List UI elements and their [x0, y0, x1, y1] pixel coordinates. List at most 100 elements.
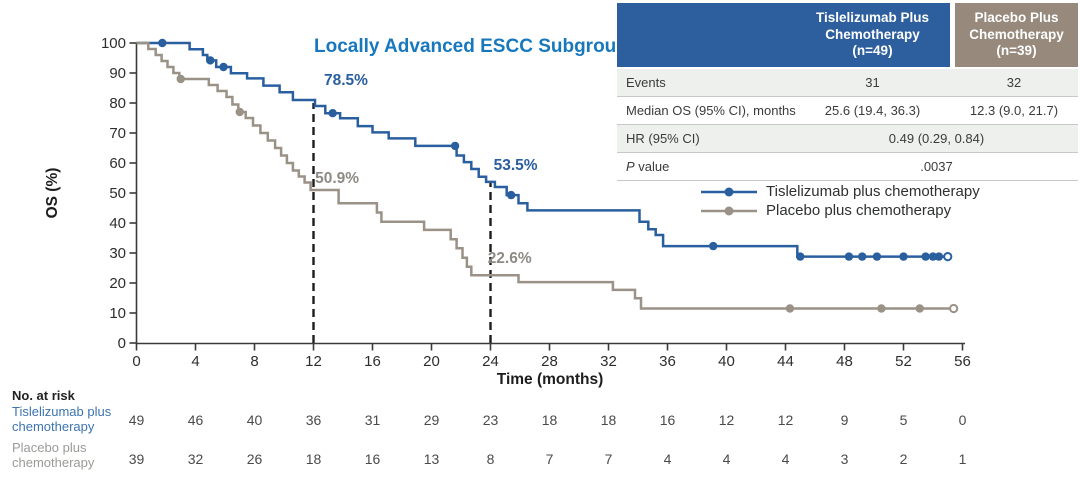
censor-mark-tislelizumab: [934, 252, 944, 261]
stats-table: Tislelizumab Plus Chemotherapy (n=49) Pl…: [617, 3, 1078, 181]
stats-row-median-os: Median OS (95% CI), months 25.6 (19.4, 3…: [617, 97, 1078, 125]
censor-mark-placebo: [877, 304, 886, 313]
stats-row-pvalue: P value .0037: [617, 153, 1078, 181]
risk-value: 29: [423, 412, 440, 428]
censor-mark-tislelizumab: [928, 252, 938, 261]
x-tick-label: 24: [482, 353, 499, 370]
x-tick-label: 44: [777, 353, 794, 370]
stats-row-pvalue-label: P value: [617, 159, 795, 174]
y-tick-label: 100: [101, 35, 126, 52]
stats-col-header-tislelizumab: Tislelizumab Plus Chemotherapy (n=49): [617, 3, 950, 67]
x-tick-label: 12: [305, 353, 322, 370]
landmark-annotation: 22.6%: [488, 250, 532, 267]
censor-mark-tislelizumab: [506, 190, 516, 200]
risk-value: 7: [604, 451, 613, 467]
risk-value: 4: [663, 451, 672, 467]
x-tick-label: 4: [191, 353, 199, 370]
risk-value: 4: [781, 451, 790, 467]
risk-value: 46: [187, 412, 204, 428]
y-tick-label: 80: [109, 95, 126, 112]
y-tick-label: 90: [109, 65, 126, 82]
landmark-annotation: 78.5%: [324, 72, 368, 89]
risk-label-tislelizumab: Tislelizumab plus chemotherapy: [12, 404, 112, 434]
risk-value: 31: [364, 412, 381, 428]
risk-value: 18: [541, 412, 558, 428]
stats-events-tislelizumab: 31: [865, 75, 880, 90]
risk-value: 0: [958, 412, 967, 428]
risk-value: 7: [545, 451, 554, 467]
placebo-line-marker-icon: [701, 206, 757, 215]
risk-value: 12: [777, 412, 794, 428]
x-tick-label: 56: [954, 353, 971, 370]
censor-mark-tislelizumab: [872, 252, 882, 261]
x-tick-label: 0: [132, 353, 140, 370]
stats-col-header-placebo: Placebo Plus Chemotherapy (n=39): [955, 3, 1078, 67]
x-tick-label: 36: [659, 353, 676, 370]
risk-value: 36: [305, 412, 322, 428]
pvalue-label-p: P: [626, 159, 635, 174]
y-tick-label: 60: [109, 155, 126, 172]
stats-median-os-tislelizumab: 25.6 (19.4, 36.3): [824, 103, 921, 118]
stats-row-events: Events 31 32: [617, 69, 1078, 97]
landmark-annotation: 53.5%: [494, 157, 538, 174]
chart-title: Locally Advanced ESCC Subgroup: [314, 36, 628, 57]
risk-value: 9: [840, 412, 849, 428]
legend-label-placebo: Placebo plus chemotherapy: [766, 202, 952, 219]
y-tick-label: 0: [118, 335, 126, 352]
stats-events-placebo: 32: [1006, 75, 1022, 90]
x-tick-label: 20: [423, 353, 440, 370]
risk-table-heading: No. at risk: [12, 388, 75, 403]
risk-value: 39: [128, 451, 145, 467]
x-tick-label: 28: [541, 353, 558, 370]
censor-mark-placebo: [176, 74, 185, 84]
km-curve-tislelizumab: [136, 41, 948, 258]
end-open-mark-placebo: [949, 303, 959, 314]
x-tick-label: 16: [364, 353, 381, 370]
censor-mark-tislelizumab: [796, 252, 805, 261]
censor-mark-tislelizumab: [858, 252, 867, 261]
censor-mark-placebo: [235, 107, 244, 117]
censor-mark-tislelizumab: [709, 241, 718, 251]
stats-pvalue-value: .0037: [920, 159, 953, 174]
risk-value: 18: [600, 412, 617, 428]
y-tick-label: 10: [109, 305, 126, 322]
y-tick-label: 70: [109, 125, 126, 142]
censor-mark-tislelizumab: [206, 56, 215, 65]
legend-item-tislelizumab: Tislelizumab plus chemotherapy: [699, 182, 980, 201]
y-tick-label: 20: [109, 275, 126, 292]
x-axis-title: Time (months): [497, 371, 604, 388]
censor-mark-placebo: [915, 304, 924, 313]
stats-row-events-label: Events: [626, 75, 666, 90]
stats-table-header: Tislelizumab Plus Chemotherapy (n=49) Pl…: [617, 3, 1078, 69]
risk-value: 18: [305, 451, 322, 467]
x-tick-label: 52: [895, 353, 912, 370]
stats-row-hr-label: HR (95% CI): [626, 131, 700, 146]
censor-mark-tislelizumab: [328, 109, 337, 118]
censor-mark-tislelizumab: [844, 252, 854, 261]
legend-item-placebo: Placebo plus chemotherapy: [699, 201, 980, 220]
risk-value: 8: [486, 451, 495, 467]
risk-value: 13: [423, 451, 440, 467]
landmark-annotation: 50.9%: [315, 170, 359, 187]
x-tick-label: 8: [250, 353, 258, 370]
legend: Tislelizumab plus chemotherapy Placebo p…: [699, 182, 980, 220]
risk-value: 23: [482, 412, 499, 428]
risk-value: 2: [899, 451, 908, 467]
censor-mark-tislelizumab: [158, 38, 167, 48]
risk-value: 32: [187, 451, 204, 467]
pvalue-label-rest: value: [634, 159, 670, 174]
risk-value: 3: [840, 451, 849, 467]
risk-value: 26: [246, 451, 263, 467]
risk-value: 49: [128, 412, 145, 428]
censor-mark-placebo: [785, 304, 795, 313]
censor-mark-tislelizumab: [921, 252, 930, 261]
risk-label-placebo: Placebo plus chemotherapy: [12, 440, 95, 470]
stats-median-os-placebo: 12.3 (9.0, 21.7): [969, 103, 1059, 118]
x-tick-label: 48: [836, 353, 853, 370]
risk-value: 12: [718, 412, 735, 428]
y-tick-label: 50: [109, 185, 126, 202]
stats-row-median-os-label: Median OS (95% CI), months: [626, 103, 796, 118]
risk-value: 1: [958, 451, 967, 467]
